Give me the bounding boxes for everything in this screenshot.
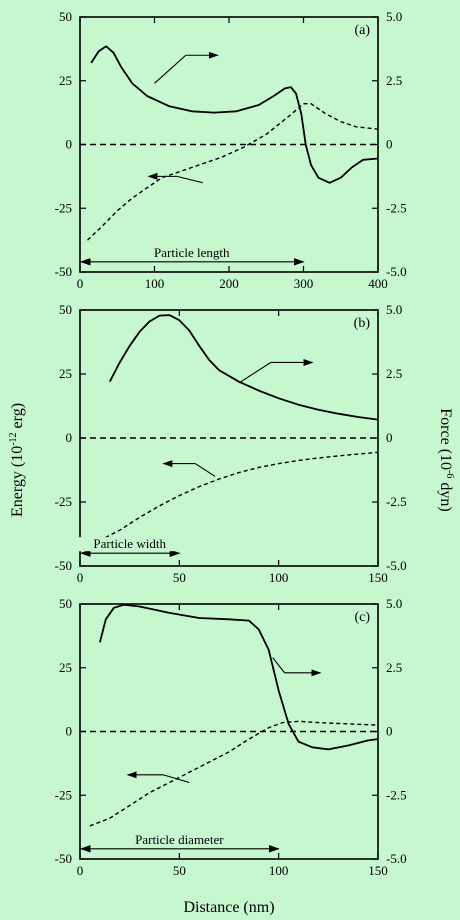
x-tick-label: 200 [219, 276, 239, 291]
x-tick-label: 0 [77, 570, 84, 585]
dimension-label: Particle width [93, 536, 166, 551]
y-tick-label-left: 0 [66, 430, 73, 445]
panel-label: (b) [354, 316, 371, 331]
leader-line [238, 362, 272, 384]
y-tick-label-right: 0 [386, 137, 393, 152]
y-tick-label-left: 25 [59, 660, 72, 675]
y-tick-label-right: -2.5 [386, 494, 407, 509]
y-tick-label-left: 50 [59, 9, 72, 24]
y-tick-label-right: -2.5 [386, 200, 407, 215]
dimension-label-bg [137, 245, 247, 260]
x-tick-label: 400 [368, 276, 388, 291]
y-tick-label-left: -50 [55, 851, 72, 866]
leader-line [176, 175, 204, 184]
x-tick-label: 100 [269, 570, 289, 585]
y-axis-title-left: Energy (10-12 erg) [8, 403, 26, 517]
y-tick-label-right: 0 [386, 724, 393, 739]
y-axis-title-right-main: Force (10 [437, 408, 454, 470]
y-axis-title-right-exponent: -6 [444, 470, 455, 478]
y-tick-label-left: 0 [66, 724, 73, 739]
y-tick-label-right: -2.5 [386, 787, 407, 802]
y-tick-label-right: 2.5 [386, 660, 402, 675]
x-tick-label: 50 [173, 863, 186, 878]
dimension-label: Particle diameter [135, 832, 224, 847]
energy-curve [87, 103, 379, 241]
x-tick-label: 100 [145, 276, 165, 291]
y-tick-label-left: 50 [59, 302, 72, 317]
dimension-label-bg [118, 832, 241, 847]
x-tick-label: 150 [368, 570, 388, 585]
y-tick-label-left: -25 [55, 787, 72, 802]
panel-label: (a) [354, 23, 370, 38]
y-tick-label-right: 5.0 [386, 596, 402, 611]
panel-c: 0 50 100 150 50 25 0 -25 -50 5.0 2.5 0 -2.5 -5.0 (c) Pa… [55, 596, 407, 878]
leader-line [272, 657, 286, 674]
y-tick-label-right: -5.0 [386, 558, 407, 573]
x-tick-label: 50 [173, 570, 186, 585]
y-tick-label-right: 2.5 [386, 73, 402, 88]
y-tick-label-left: -50 [55, 558, 72, 573]
y-tick-label-left: 25 [59, 73, 72, 88]
y-tick-label-left: -50 [55, 264, 72, 279]
y-tick-label-right: -5.0 [386, 264, 407, 279]
force-curve [109, 314, 379, 421]
y-tick-label-left: 0 [66, 137, 73, 152]
y-tick-label-right: 5.0 [386, 302, 402, 317]
y-axis-title-right-unit: dyn) [437, 478, 454, 511]
x-tick-label: 0 [77, 276, 84, 291]
energy-curve [89, 720, 379, 827]
leader-line [163, 774, 190, 784]
y-tick-label-left: 25 [59, 366, 72, 381]
energy-curve [85, 451, 379, 547]
panels: 0 100 200 300 400 50 25 0 -25 -50 5.0 2.5 0 -2.5 -5.0 (… [55, 9, 407, 878]
y-tick-label-right: -5.0 [386, 851, 407, 866]
x-tick-label: 0 [77, 863, 84, 878]
leader-line [194, 463, 216, 477]
y-tick-label-left: 50 [59, 596, 72, 611]
y-tick-label-right: 5.0 [386, 9, 402, 24]
y-tick-label-right: 0 [386, 430, 393, 445]
y-axis-title-left-unit: erg) [9, 403, 26, 432]
panel-label: (c) [354, 610, 370, 625]
panel-a: 0 100 200 300 400 50 25 0 -25 -50 5.0 2.5 0 -2.5 -5.0 (… [55, 9, 407, 291]
x-axis-title: Distance (nm) [183, 899, 274, 916]
x-tick-label: 300 [294, 276, 314, 291]
y-tick-label-right: 2.5 [386, 366, 402, 381]
y-axis-title-right: Force (10-6 dyn) [437, 408, 455, 511]
x-tick-label: 150 [368, 863, 388, 878]
y-tick-label-left: -25 [55, 494, 72, 509]
y-axis-title-left-main: Energy (10 [9, 446, 26, 517]
force-curve [99, 603, 379, 751]
y-tick-label-left: -25 [55, 200, 72, 215]
dimension-label-bg [78, 537, 181, 552]
y-axis-title-left-exponent: -12 [8, 432, 19, 445]
x-tick-label: 100 [269, 863, 289, 878]
force-curve [90, 45, 379, 184]
panel-b: 0 50 100 150 50 25 0 -25 -50 5.0 2.5 0 -2.5 -5.0 (b) Pa… [55, 302, 407, 585]
dimension-label: Particle length [154, 245, 230, 260]
leader-line [154, 54, 187, 84]
